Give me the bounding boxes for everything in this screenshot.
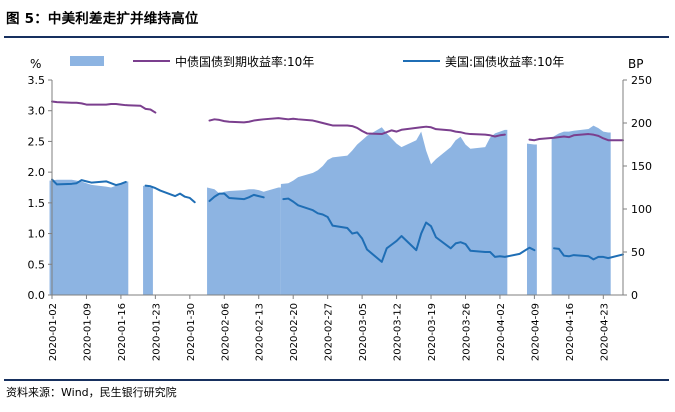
yield-lines-layer (51, 100, 624, 263)
right-axis-unit: BP (628, 57, 643, 71)
left-tick-label: 0.5 (28, 258, 46, 271)
spread-area-segment (551, 125, 611, 295)
spread-area-segment (143, 185, 153, 295)
x-tick-label: 2020-04-16 (565, 303, 576, 361)
legend-label-cn: 中债国债到期收益率:10年 (175, 54, 314, 69)
spread-area-layer (49, 125, 611, 295)
left-tick-label: 0.0 (28, 289, 46, 302)
left-tick-label: 3.0 (28, 105, 46, 118)
right-tick-label: 250 (631, 74, 652, 87)
us-yield-line-segment (208, 192, 265, 203)
us-yield-line-segment (51, 178, 127, 187)
left-axis-unit: % (30, 57, 41, 71)
legend-swatch-spread (70, 56, 104, 66)
axes-layer: % BP 0.0 0.5 1.0 1.5 2.0 2.5 3.0 3.5 0 50 100 150 20… (28, 57, 653, 361)
x-tick-label: 2020-04-02 (496, 303, 507, 361)
x-tick-label: 2020-04-23 (599, 303, 610, 361)
x-tick-label: 2020-03-05 (358, 303, 369, 361)
cn-yield-line-segment (208, 117, 506, 138)
x-tick-label: 2020-03-26 (461, 303, 472, 361)
left-tick-label: 2.0 (28, 166, 46, 179)
left-tick-label: 3.5 (28, 74, 46, 87)
x-tick-label: 2020-03-12 (393, 303, 404, 361)
x-tick-label: 2020-01-02 (48, 303, 59, 361)
us-yield-line-segment (553, 247, 624, 261)
cn-yield-line-segment (528, 133, 624, 142)
us-yield-line-segment (282, 197, 536, 263)
x-tick-label: 2020-02-06 (220, 303, 231, 361)
figure-title: 图 5：中美利差走扩并维持高位 (6, 11, 199, 27)
spread-area-segment (49, 179, 129, 295)
x-tick-label: 2020-01-23 (151, 303, 162, 361)
spread-area-segment (527, 143, 537, 295)
us-yield-line-segment (144, 184, 196, 204)
right-tick-label: 100 (631, 203, 652, 216)
right-tick-label: 200 (631, 117, 652, 130)
legend-label-us: 美国:国债收益率:10年 (445, 54, 564, 69)
legend: 中债国债到期收益率:10年 美国:国债收益率:10年 (70, 54, 564, 69)
right-tick-label: 0 (631, 289, 638, 302)
left-tick-label: 1.5 (28, 197, 46, 210)
source-note: 资料来源：Wind，民生银行研究院 (6, 386, 177, 399)
x-tick-label: 2020-01-30 (186, 303, 197, 361)
left-tick-label: 2.5 (28, 135, 46, 148)
x-tick-label: 2020-02-27 (324, 303, 335, 361)
spread-area-segment (207, 187, 281, 295)
source-divider (4, 379, 669, 381)
spread-area-segment (280, 127, 508, 295)
x-tick-label: 2020-02-20 (289, 303, 300, 361)
x-tick-label: 2020-03-19 (427, 303, 438, 361)
x-tick-label: 2020-01-16 (117, 303, 128, 361)
left-tick-label: 1.0 (28, 228, 46, 241)
x-tick-label: 2020-04-09 (530, 303, 541, 361)
right-tick-label: 150 (631, 160, 652, 173)
x-tick-label: 2020-02-13 (255, 303, 266, 361)
title-divider (4, 36, 669, 38)
cn-yield-line-segment (51, 100, 157, 114)
x-tick-label: 2020-01-09 (82, 303, 93, 361)
right-tick-label: 50 (631, 246, 645, 259)
